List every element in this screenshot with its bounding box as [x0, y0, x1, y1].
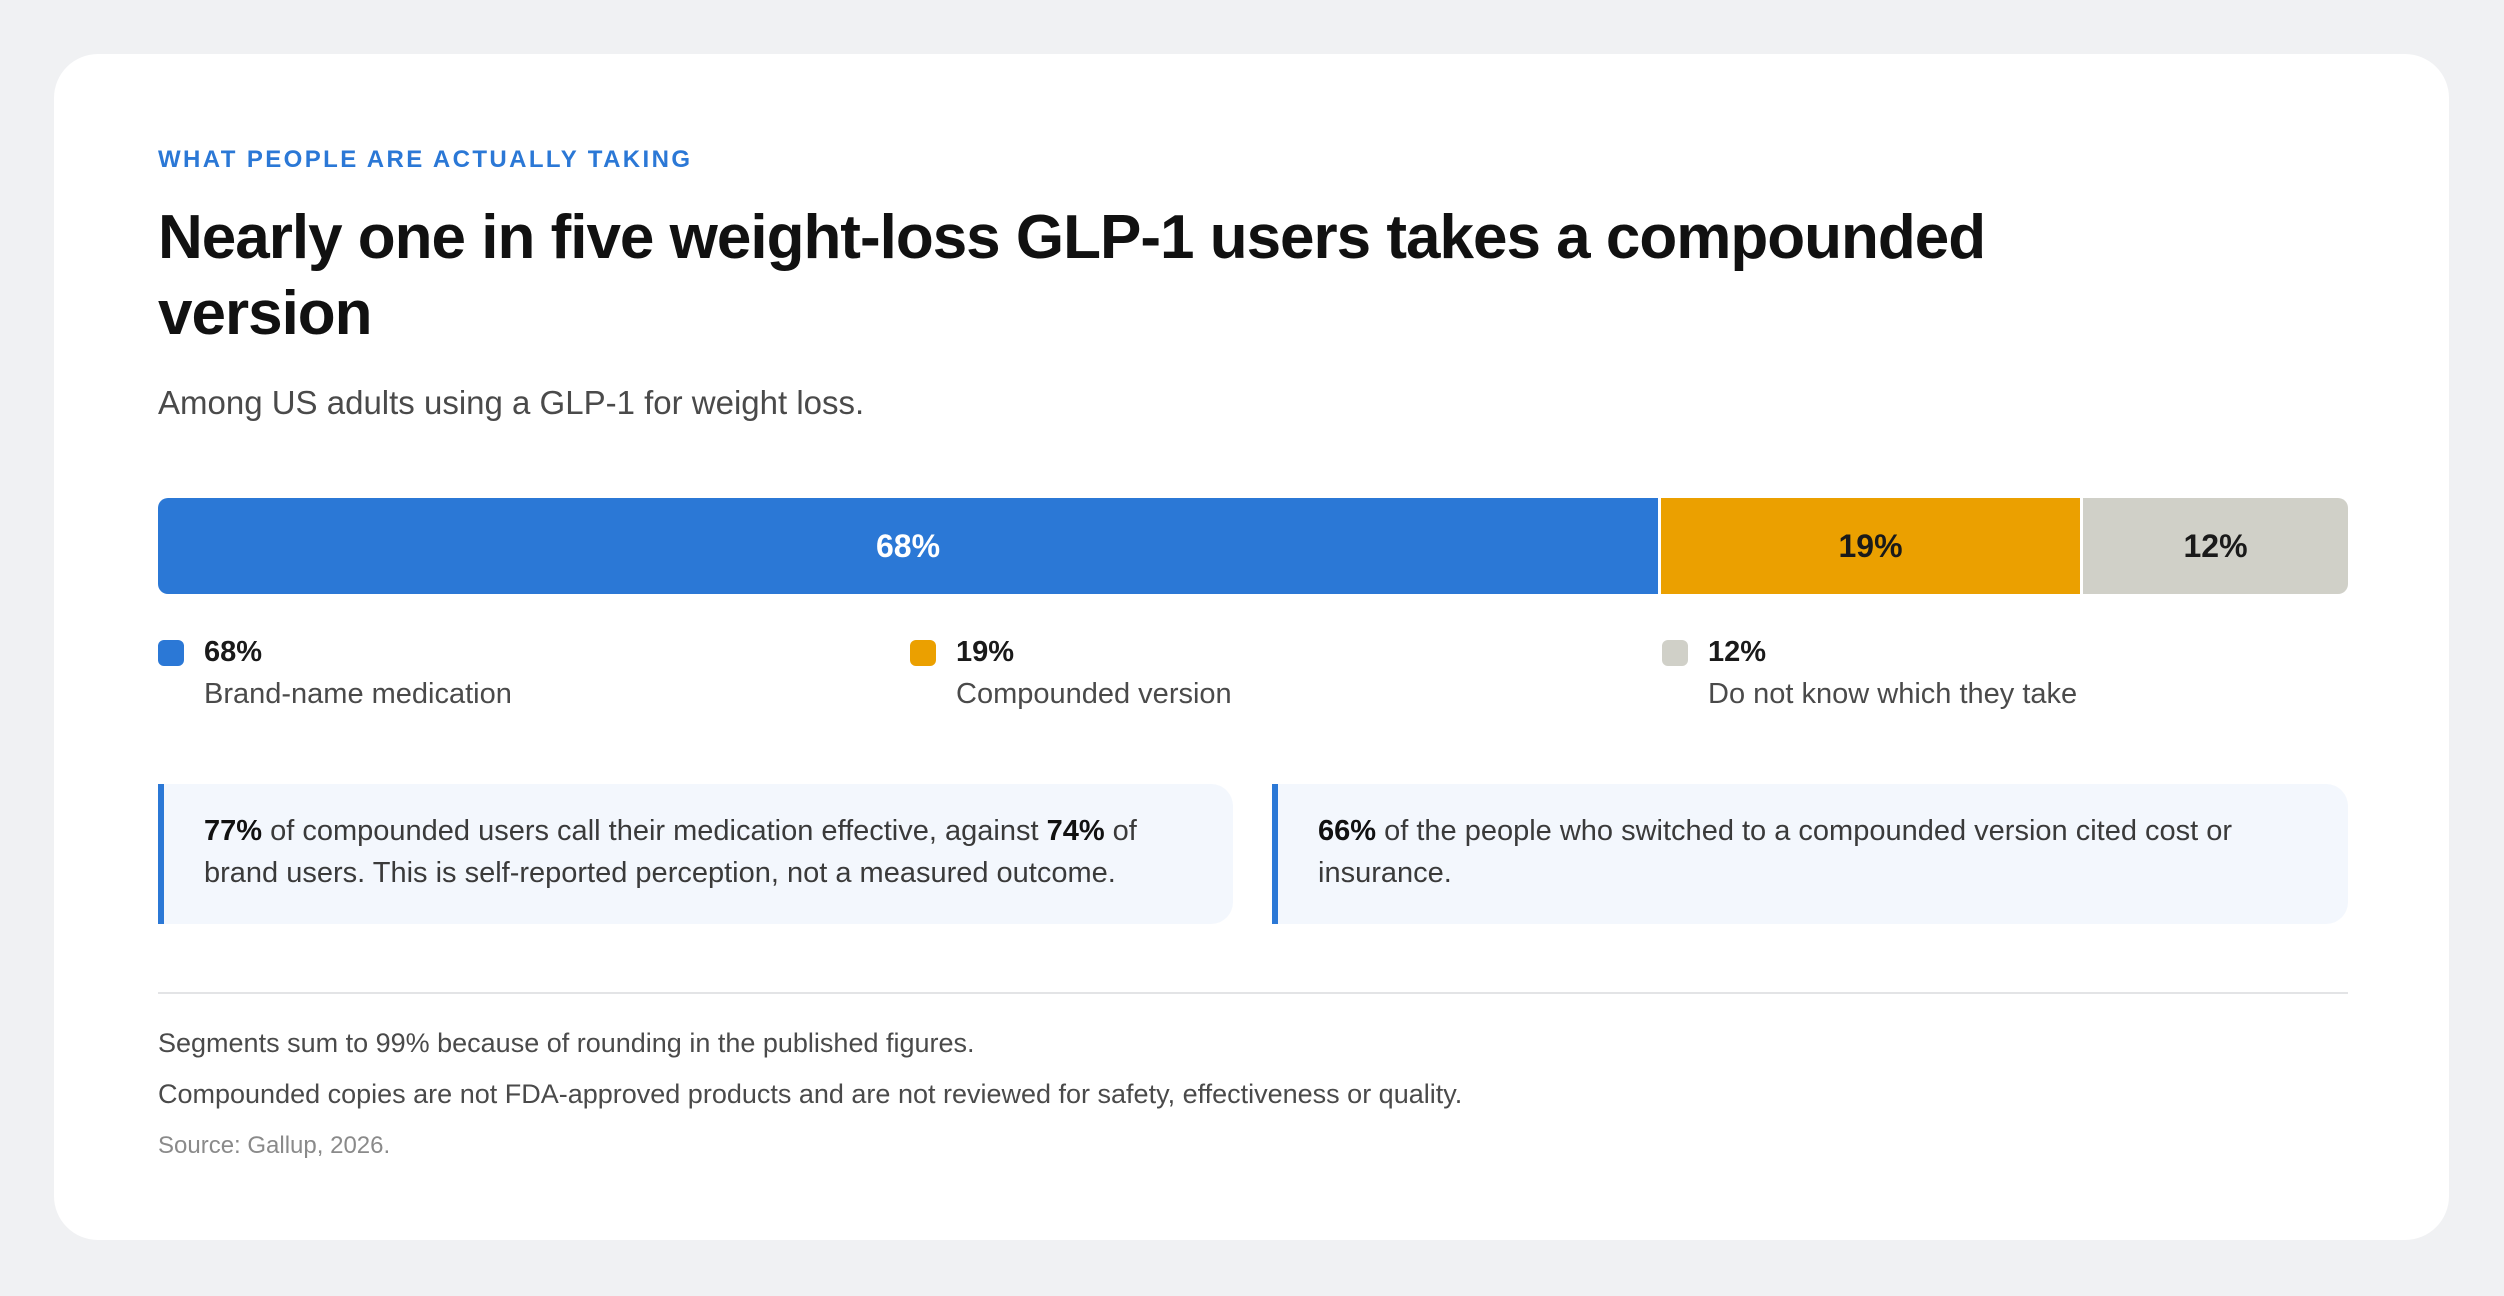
legend-value: 19% — [956, 636, 1015, 668]
bar-segment-1: 68% — [158, 498, 1658, 594]
callout-stat: 66% — [1318, 815, 1377, 847]
legend-swatch — [910, 640, 936, 666]
legend-value: 68% — [204, 636, 263, 668]
chart-subtitle: Among US adults using a GLP-1 for weight… — [158, 384, 865, 421]
bar-segment-label: 68% — [875, 527, 941, 564]
bar-segment-label: 12% — [2183, 527, 2248, 564]
bar-segment-3: 12% — [2083, 498, 2348, 594]
callout-switch-reasons: 66% of the people who switched to a comp… — [1272, 784, 2348, 924]
legend-value: 12% — [1708, 636, 1767, 668]
legend-label: Do not know which they take — [1708, 678, 2078, 710]
legend-label: Brand-name medication — [204, 678, 512, 710]
footnote-fda: Compounded copies are not FDA-approved p… — [158, 1079, 1463, 1109]
divider — [158, 992, 2348, 994]
callout-effectiveness: 77% of compounded users call their medic… — [158, 784, 1233, 924]
callout-stat: 77% — [204, 815, 263, 847]
eyebrow-label: WHAT PEOPLE ARE ACTUALLY TAKING — [158, 146, 693, 173]
legend: 68% Brand-name medication 19% Compounded ve… — [158, 636, 2348, 730]
bar-segment-2: 19% — [1661, 498, 2080, 594]
source-note: Source: Gallup, 2026. — [158, 1132, 391, 1159]
callout-text: of compounded users call their medicatio… — [262, 815, 1047, 847]
legend-swatch — [158, 640, 184, 666]
callout-text: of the people who switched to a compound… — [1318, 815, 2233, 889]
legend-swatch — [1662, 640, 1688, 666]
bar-segment-label: 19% — [1838, 527, 1903, 564]
chart-title: Nearly one in five weight-loss GLP-1 use… — [158, 203, 1986, 348]
footnote-rounding: Segments sum to 99% because of rounding … — [158, 1028, 975, 1058]
chart-card: WHAT PEOPLE ARE ACTUALLY TAKING Nearly o… — [54, 54, 2449, 1240]
stacked-bar: 68% 19% 12% — [158, 498, 2348, 594]
callout-text: of brand users. This is self-reported pe… — [204, 815, 1137, 889]
callout-stat: 74% — [1046, 815, 1105, 847]
legend-label: Compounded version — [956, 678, 1232, 710]
